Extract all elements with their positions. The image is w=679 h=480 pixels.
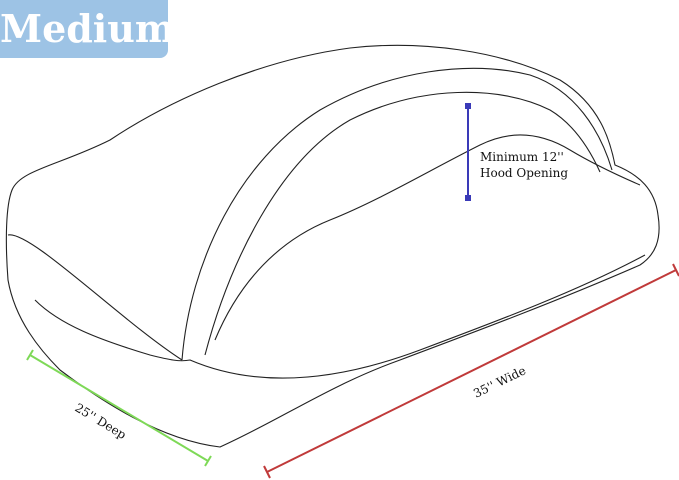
width-line-cap-start [263,465,271,479]
width-line-cap-end [672,263,679,277]
width-label: 35'' Wide [471,363,528,400]
depth-dimension-line [29,354,209,462]
width-dimension: 35'' Wide [263,263,679,479]
depth-line-cap-end [204,455,212,467]
depth-line-cap-start [26,349,34,361]
hood-dimension: Minimum 12'' Hood Opening [465,103,568,201]
width-dimension-line [266,269,677,473]
hood-line-cap-bottom [465,195,471,201]
hood-label-line2: Hood Opening [480,166,568,180]
hood-line-cap-top [465,103,471,109]
depth-dimension: 25'' Deep [26,349,212,467]
hood-label-line1: Minimum 12'' [480,150,564,164]
bed-outline [5,44,660,448]
size-badge: Medium [0,0,175,58]
depth-label: 25'' Deep [72,401,129,443]
